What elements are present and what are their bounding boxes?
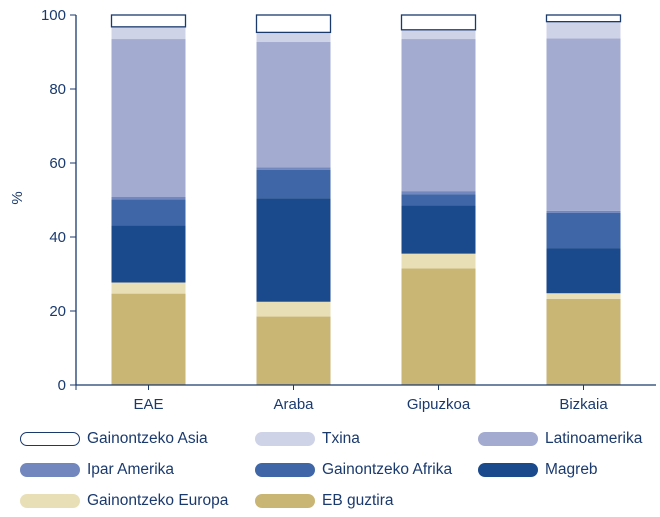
- bar-segment: [546, 38, 621, 211]
- bar-segment: [546, 212, 621, 249]
- bar-segment: [546, 248, 621, 294]
- legend-swatch: [478, 463, 538, 477]
- bar-segment: [546, 298, 621, 385]
- bar-segment: [256, 42, 331, 168]
- legend-label: Magreb: [545, 461, 598, 478]
- y-tick-label: 40: [49, 229, 66, 246]
- bar-segment: [111, 196, 186, 200]
- y-tick-label: 20: [49, 303, 66, 320]
- legend-item: Gainontzeko Afrika: [255, 459, 452, 481]
- x-tick-label: Bizkaia: [559, 396, 608, 413]
- legend-label: Ipar Amerika: [87, 461, 175, 478]
- bar-segment: [256, 316, 331, 385]
- legend-swatch: [255, 494, 315, 508]
- legend-label: Gainontzeko Asia: [87, 430, 208, 447]
- bar-segment: [111, 293, 186, 385]
- bar-segment: [256, 198, 331, 302]
- bar-segment: [546, 210, 621, 213]
- bar-segment: [256, 301, 331, 317]
- y-tick-label: 60: [49, 155, 66, 172]
- x-tick-label: Araba: [273, 396, 314, 413]
- legend-swatch: [20, 494, 80, 508]
- bar-segment: [546, 21, 621, 39]
- legend-swatch: [20, 432, 80, 446]
- y-axis: 0 20 40 60 80 100: [41, 7, 77, 394]
- bar-segment: [401, 39, 476, 192]
- bar-segment: [401, 205, 476, 254]
- y-tick-label: 0: [58, 377, 66, 394]
- legend-item: Gainontzeko Asia: [20, 428, 208, 450]
- legend-swatch: [20, 463, 80, 477]
- y-axis-label: %: [9, 191, 26, 204]
- bar-segment: [401, 194, 476, 206]
- bar-segment: [255, 14, 332, 34]
- bar-segment: [111, 282, 186, 294]
- bar-segment: [400, 14, 477, 31]
- bar-segment: [256, 169, 331, 199]
- legend-item: Gainontzeko Europa: [20, 490, 228, 512]
- bar-segment: [401, 29, 476, 40]
- y-tick-label: 80: [49, 81, 66, 98]
- bar-segment: [111, 225, 186, 283]
- bar-segment: [546, 293, 621, 299]
- bar-segment: [111, 39, 186, 197]
- bar-segment: [256, 167, 331, 170]
- bar-segment: [111, 199, 186, 226]
- x-tick-label: EAE: [133, 396, 163, 413]
- bar-segment: [110, 14, 187, 28]
- legend-label: EB guztira: [322, 492, 394, 509]
- bar-segment: [401, 191, 476, 195]
- legend-item: EB guztira: [255, 490, 394, 512]
- legend-swatch: [478, 432, 538, 446]
- legend-label: Gainontzeko Afrika: [322, 461, 453, 478]
- plot-area: [110, 14, 622, 385]
- bar-segment: [545, 14, 622, 23]
- legend-label: Gainontzeko Europa: [87, 492, 229, 509]
- legend-label: Txina: [322, 430, 360, 447]
- legend-swatch: [255, 432, 315, 446]
- bar-segment: [401, 253, 476, 269]
- legend-swatch: [255, 463, 315, 477]
- bar-segment: [111, 26, 186, 40]
- bar-segment: [401, 268, 476, 385]
- bar-segment: [256, 32, 331, 43]
- legend-item: Latinoamerika: [478, 428, 642, 450]
- x-tick-label: Gipuzkoa: [407, 396, 471, 413]
- x-axis: EAE Araba Gipuzkoa Bizkaia: [75, 384, 656, 413]
- legend-item: Ipar Amerika: [20, 459, 174, 481]
- y-tick-label: 100: [41, 7, 66, 24]
- legend-item: Magreb: [478, 459, 598, 481]
- legend-item: Txina: [255, 428, 360, 450]
- stacked-bar-chart: 0 20 40 60 80 100 EAE Araba Gipuzkoa Bizkaia %: [9, 7, 656, 413]
- legend-label: Latinoamerika: [545, 430, 643, 447]
